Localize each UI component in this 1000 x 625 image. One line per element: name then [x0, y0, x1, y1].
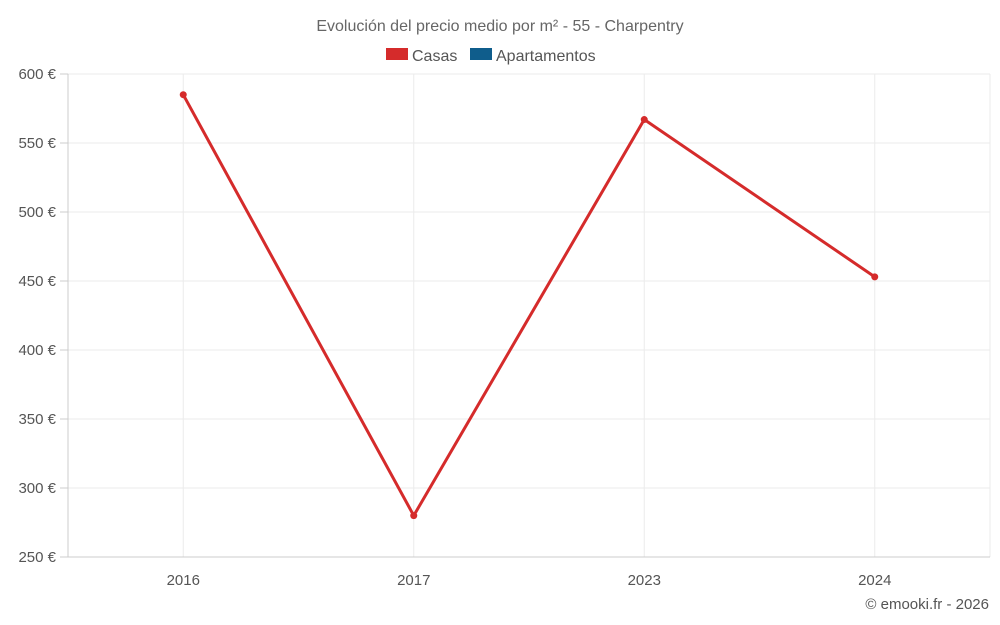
y-tick-label: 250 € [18, 549, 56, 566]
x-tick-label: 2017 [397, 572, 430, 589]
data-point-casas-2016[interactable] [179, 91, 187, 99]
x-tick-label: 2024 [858, 572, 891, 589]
data-point-casas-2024[interactable] [871, 273, 879, 281]
data-point-casas-2023[interactable] [640, 116, 648, 124]
y-tick-label: 350 € [18, 411, 56, 428]
y-tick-label: 500 € [18, 204, 56, 221]
gridlines [68, 73, 991, 557]
legend-swatch-casas [386, 48, 408, 60]
legend-label-apartamentos[interactable]: Apartamentos [496, 48, 596, 65]
y-tick-label: 450 € [18, 273, 56, 290]
y-axis-ticks: 250 € 300 € 350 € 400 € 450 € 500 € 550 € 600 € [18, 66, 68, 566]
legend-swatch-apartamentos [470, 48, 492, 60]
y-tick-label: 550 € [18, 135, 56, 152]
credit-text: © emooki.fr - 2026 [865, 596, 989, 613]
y-tick-label: 400 € [18, 342, 56, 359]
legend: Casas Apartamentos [386, 48, 596, 65]
x-axis-ticks: 2016 2017 2023 2024 [167, 572, 892, 589]
x-tick-label: 2016 [167, 572, 200, 589]
data-point-casas-2017[interactable] [410, 512, 418, 520]
chart-title: Evolución del precio medio por m² - 55 -… [316, 18, 683, 35]
series-line-casas [181, 93, 876, 518]
y-tick-label: 600 € [18, 66, 56, 83]
legend-label-casas[interactable]: Casas [412, 48, 457, 65]
x-tick-label: 2023 [628, 572, 661, 589]
axes [67, 74, 990, 558]
y-tick-label: 300 € [18, 480, 56, 497]
series-layer [179, 91, 879, 520]
